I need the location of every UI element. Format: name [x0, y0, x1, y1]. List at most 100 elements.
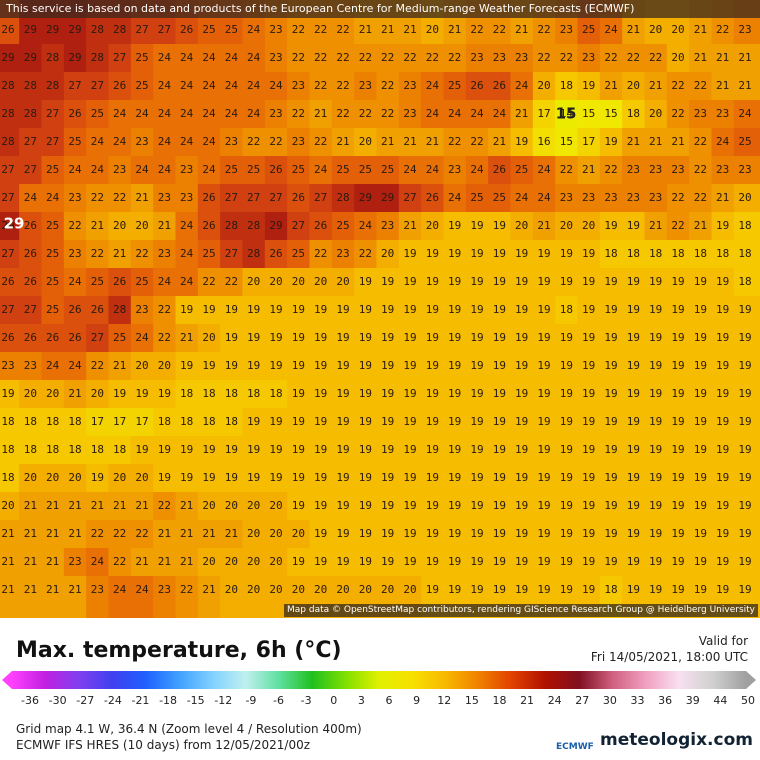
temp-value: 24 [180, 79, 194, 92]
temp-cell [242, 380, 266, 409]
temp-value: 20 [537, 79, 550, 92]
temp-value: 19 [381, 415, 394, 428]
temp-value: 19 [359, 471, 372, 484]
temp-cell [331, 240, 355, 269]
temp-value: 21 [180, 527, 193, 540]
colorbar-tick-label: -9 [245, 694, 257, 707]
temp-value: 24 [68, 275, 82, 288]
temp-cell [376, 184, 400, 213]
temp-cell [19, 548, 43, 577]
temp-value: 19 [738, 331, 751, 344]
temp-cell [666, 464, 690, 493]
temp-cell [689, 212, 713, 241]
temp-cell [555, 352, 579, 381]
temp-cell [197, 408, 221, 437]
temp-cell [532, 464, 556, 493]
temp-cell [197, 156, 221, 185]
temp-value: 18 [560, 303, 573, 316]
temp-cell [175, 324, 199, 353]
temp-value: 19 [336, 555, 349, 568]
temp-value: 21 [1, 583, 14, 596]
temp-value: 19 [336, 331, 349, 344]
temp-value: 19 [716, 499, 729, 512]
temp-cell [19, 520, 43, 549]
temp-value: 23 [158, 247, 171, 260]
temp-cell [309, 156, 333, 185]
temp-value: 19 [604, 415, 617, 428]
temp-cell [398, 352, 422, 381]
temp-value: 23 [470, 51, 483, 64]
temp-cell [354, 184, 378, 213]
temp-cell [398, 380, 422, 409]
temp-cell [398, 212, 422, 241]
temp-cell [532, 352, 556, 381]
temp-value: 18 [560, 79, 573, 92]
temp-value: 19 [247, 471, 260, 484]
temp-cell [465, 72, 489, 101]
temp-value: 19 [403, 275, 416, 288]
temp-cell [555, 324, 579, 353]
temp-cell [0, 464, 20, 493]
temp-value: 24 [493, 107, 507, 120]
temp-value: 21 [582, 163, 595, 176]
temp-value: 19 [694, 555, 707, 568]
temp-cell [220, 72, 244, 101]
temp-cell [86, 492, 110, 521]
temp-cell [309, 464, 333, 493]
min-label: 15 [556, 105, 577, 123]
temp-cell [242, 128, 266, 157]
temp-cell [689, 324, 713, 353]
temp-value: 19 [604, 387, 617, 400]
temp-value: 19 [537, 527, 550, 540]
temp-value: 19 [671, 415, 684, 428]
temp-value: 25 [91, 107, 104, 120]
temp-value: 19 [448, 331, 461, 344]
temp-value: 19 [537, 303, 550, 316]
temp-cell [488, 380, 512, 409]
temp-cell [689, 436, 713, 465]
temp-cell [465, 408, 489, 437]
temp-cell [287, 184, 311, 213]
temp-value: 21 [24, 499, 37, 512]
temp-value: 21 [135, 191, 148, 204]
temp-value: 23 [649, 163, 662, 176]
temp-cell [577, 380, 601, 409]
temp-cell [264, 72, 288, 101]
temp-cell [331, 72, 355, 101]
temp-value: 22 [448, 135, 461, 148]
temp-cell [443, 128, 467, 157]
temp-cell [465, 268, 489, 297]
temp-value: 19 [426, 527, 439, 540]
temp-value: 19 [604, 499, 617, 512]
temp-cell [86, 184, 110, 213]
temp-cell [555, 100, 579, 129]
temp-cell [465, 548, 489, 577]
temp-value: 19 [470, 583, 483, 596]
temp-cell [532, 44, 556, 73]
temp-value: 20 [426, 219, 439, 232]
temp-cell [309, 380, 333, 409]
temp-value: 22 [336, 51, 349, 64]
temp-value: 28 [247, 219, 260, 232]
temp-value: 19 [426, 499, 439, 512]
temp-cell [488, 324, 512, 353]
temp-value: 19 [671, 275, 684, 288]
temp-value: 19 [381, 443, 394, 456]
temp-value: 25 [135, 51, 148, 64]
temp-cell [398, 464, 422, 493]
temp-cell [63, 436, 87, 465]
temp-value: 20 [426, 23, 439, 36]
temp-cell [242, 184, 266, 213]
temp-value: 19 [448, 583, 461, 596]
temp-value: 18 [627, 247, 640, 260]
temp-value: 22 [113, 191, 126, 204]
temp-cell [644, 184, 668, 213]
temp-value: 24 [158, 275, 172, 288]
temp-value: 23 [68, 191, 81, 204]
temp-cell [644, 436, 668, 465]
temp-cell [689, 128, 713, 157]
temp-value: 19 [493, 387, 506, 400]
temp-cell [577, 44, 601, 73]
temp-value: 15 [604, 107, 617, 120]
temp-value: 19 [627, 331, 640, 344]
